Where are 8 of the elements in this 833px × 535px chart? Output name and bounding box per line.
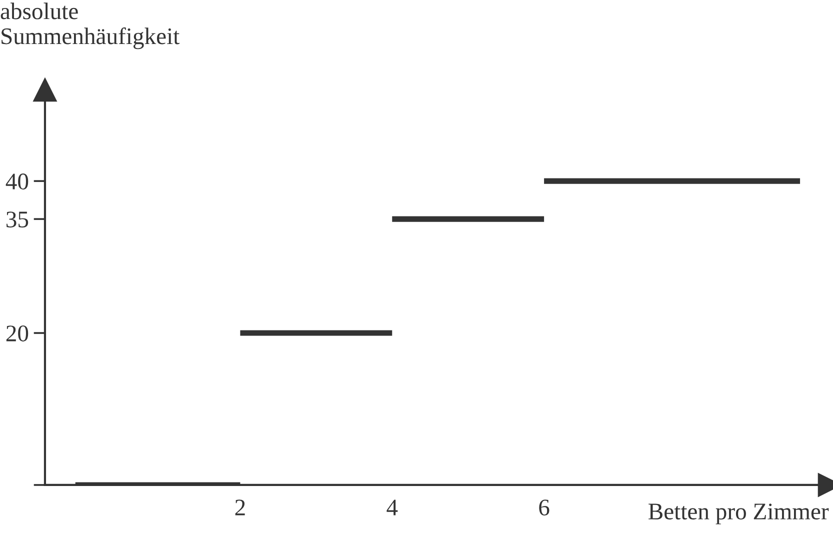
x-tick-label: 2 [235, 500, 245, 516]
y-tick-label: 35 [6, 212, 28, 228]
x-tick-label: 4 [386, 500, 398, 516]
y-tick-label: 20 [6, 326, 28, 342]
y-tick-label: 40 [6, 174, 28, 190]
x-tick-label: 6 [539, 500, 550, 516]
x-axis-title: Betten pro Zimmer [648, 504, 829, 524]
y-axis-title: absolute Summenhäufigkeit [0, 2, 180, 50]
